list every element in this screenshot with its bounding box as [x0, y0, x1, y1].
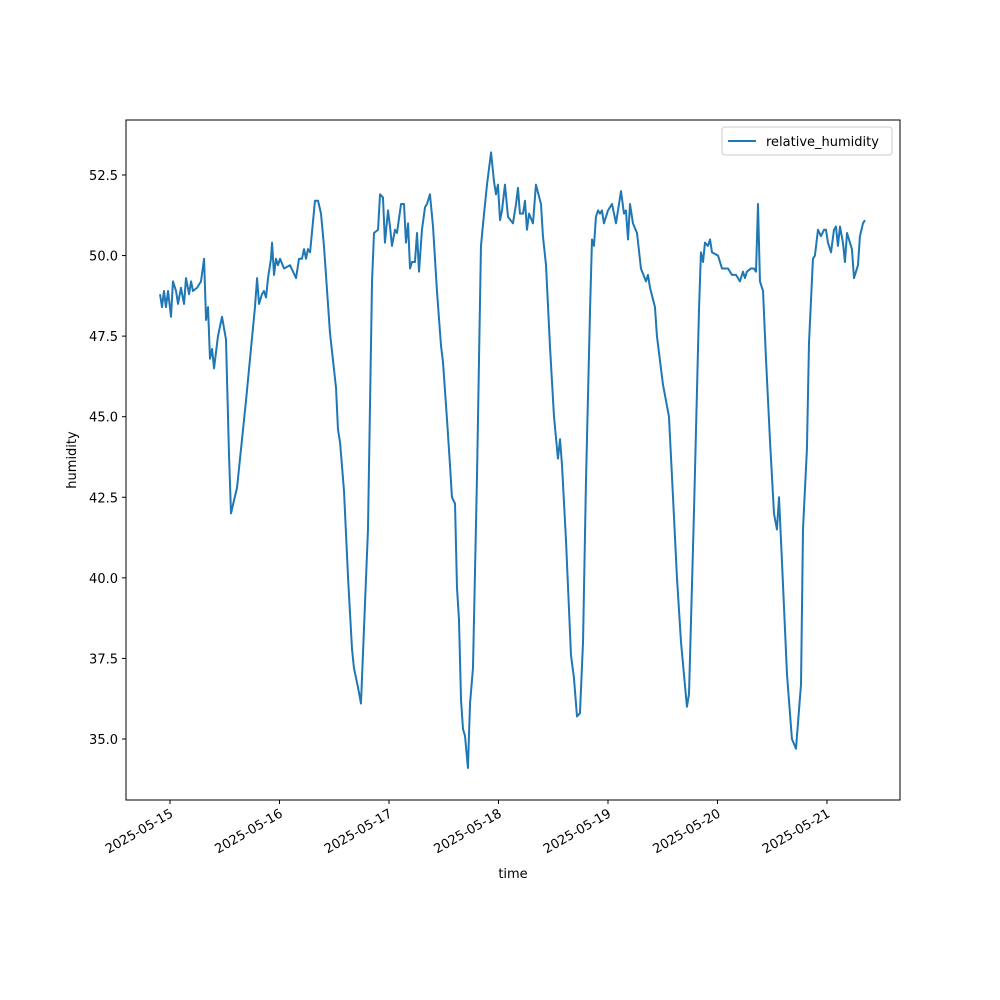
y-tick-label: 45.0: [89, 411, 118, 426]
x-tick-label: 2025-05-15: [103, 806, 176, 857]
x-tick-label: 2025-05-16: [213, 806, 286, 857]
y-tick-label: 50.0: [89, 250, 118, 265]
line-series: [159, 151, 866, 769]
x-tick-label: 2025-05-18: [432, 806, 505, 857]
x-tick-label: 2025-05-20: [651, 806, 724, 857]
y-tick-label: 37.5: [89, 652, 118, 667]
x-tick-label: 2025-05-21: [760, 806, 833, 857]
y-tick-label: 42.5: [89, 491, 118, 506]
y-tick-label: 47.5: [89, 330, 118, 345]
plot-frame: [125, 119, 901, 801]
legend-label: relative_humidity: [766, 135, 879, 150]
y-tick-label: 35.0: [89, 733, 118, 748]
y-tick-label: 52.5: [89, 169, 118, 184]
legend-box: [721, 126, 893, 156]
y-axis-label: humidity: [65, 431, 80, 489]
x-axis-label: time: [498, 867, 527, 882]
x-tick-label: 2025-05-17: [322, 806, 395, 857]
x-tick-label: 2025-05-19: [541, 806, 614, 857]
y-tick-label: 40.0: [89, 572, 118, 587]
